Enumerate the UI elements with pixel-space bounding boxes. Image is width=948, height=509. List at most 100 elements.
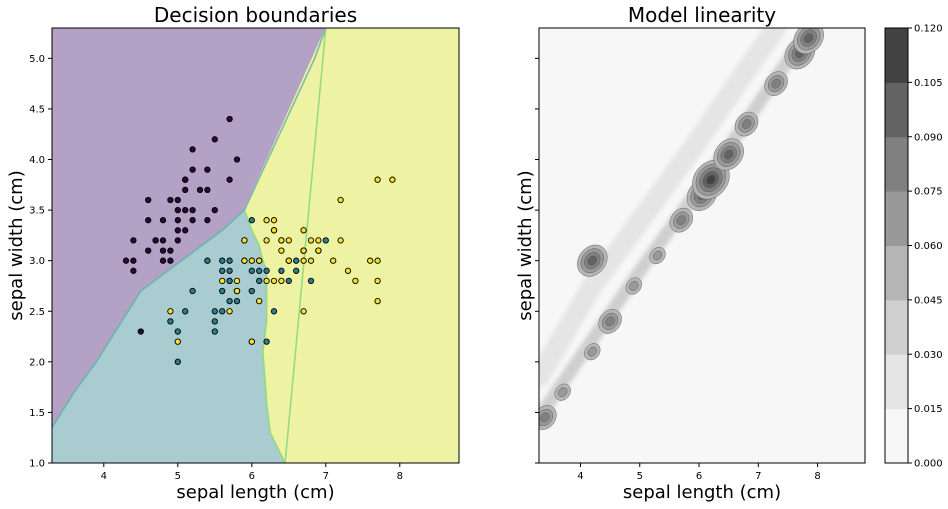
data-point-class-0 bbox=[204, 166, 211, 173]
colorbar-tick-label: 0.000 bbox=[914, 459, 943, 470]
data-point-class-1 bbox=[211, 318, 218, 325]
data-point-class-0 bbox=[182, 206, 189, 214]
contour-hotspot bbox=[741, 119, 752, 129]
y-tick-label: 2.5 bbox=[29, 307, 45, 318]
data-point-class-1 bbox=[167, 318, 174, 325]
contour-hotspot bbox=[587, 346, 597, 357]
data-point-class-0 bbox=[122, 257, 130, 264]
contour-background bbox=[539, 28, 865, 463]
data-point-class-2 bbox=[219, 277, 226, 285]
data-point-class-1 bbox=[256, 267, 263, 274]
data-point-class-2 bbox=[167, 308, 174, 315]
data-point-class-2 bbox=[278, 237, 285, 244]
x-axis-ticks-right: 4 5 6 7 8 bbox=[577, 463, 821, 482]
data-point-class-2 bbox=[270, 227, 278, 234]
colorbar-band bbox=[885, 299, 908, 355]
data-point-class-2 bbox=[285, 257, 292, 264]
data-point-class-0 bbox=[189, 146, 196, 153]
data-point-class-2 bbox=[263, 237, 270, 244]
data-point-class-2 bbox=[307, 257, 315, 264]
data-point-class-1 bbox=[256, 277, 263, 285]
data-point-class-0 bbox=[204, 217, 211, 224]
data-point-class-0 bbox=[226, 115, 233, 123]
colorbar-tick-label: 0.075 bbox=[914, 187, 943, 198]
data-point-class-2 bbox=[278, 277, 285, 285]
data-point-class-1 bbox=[219, 267, 226, 274]
scatter-points bbox=[122, 115, 396, 365]
data-point-class-1 bbox=[226, 257, 233, 264]
contour-hotspot bbox=[540, 412, 550, 423]
data-point-class-2 bbox=[233, 277, 241, 285]
data-point-class-0 bbox=[182, 186, 189, 194]
data-point-class-0 bbox=[189, 166, 196, 173]
colorbar-bands bbox=[885, 28, 908, 464]
data-point-class-2 bbox=[367, 257, 374, 264]
data-point-class-1 bbox=[293, 257, 300, 264]
contour-hotspot bbox=[629, 281, 639, 291]
colorbar-tick-label: 0.105 bbox=[914, 78, 943, 89]
data-point-class-0 bbox=[211, 136, 218, 143]
data-point-class-1 bbox=[263, 338, 270, 345]
y-tick-label: 3.5 bbox=[29, 206, 45, 217]
data-point-class-0 bbox=[152, 237, 159, 244]
data-point-class-0 bbox=[130, 257, 137, 264]
data-point-class-2 bbox=[374, 297, 381, 305]
y-tick-label: 1.5 bbox=[29, 408, 45, 419]
y-tick-label: 4.5 bbox=[29, 104, 45, 115]
y-tick-label: 2.0 bbox=[29, 357, 45, 368]
y-axis-ticks-left: 1.0 1.5 2.0 2.5 3.0 3.5 4.0 4.5 5.0 bbox=[29, 54, 52, 470]
data-point-class-1 bbox=[248, 267, 255, 274]
x-tick-label: 6 bbox=[696, 471, 702, 482]
decision-boundaries-panel: 4 5 6 7 8 1.0 1.5 2.0 2.5 3.0 3.5 4.0 4.5 5.0 Decisi… bbox=[6, 3, 460, 503]
data-point-class-1 bbox=[219, 308, 226, 315]
colorbar-band bbox=[885, 245, 908, 301]
contour-hotspot bbox=[605, 316, 615, 327]
data-point-class-0 bbox=[182, 176, 189, 183]
data-point-class-1 bbox=[233, 297, 241, 305]
chart-title-right: Model linearity bbox=[628, 3, 776, 27]
data-point-class-1 bbox=[182, 308, 189, 315]
x-tick-label: 8 bbox=[397, 471, 403, 482]
colorbar-ticks: 0.000 0.015 0.030 0.045 0.060 0.075 0.090 0.105… bbox=[908, 24, 943, 470]
data-point-class-0 bbox=[174, 206, 181, 214]
y-tick-label: 4.0 bbox=[29, 155, 45, 166]
x-tick-label: 5 bbox=[175, 471, 181, 482]
x-axis-ticks-left: 4 5 6 7 8 bbox=[101, 463, 403, 482]
data-point-class-0 bbox=[211, 206, 218, 214]
contour-hotspot bbox=[587, 255, 597, 266]
colorbar-tick-label: 0.120 bbox=[914, 24, 943, 35]
data-point-class-1 bbox=[174, 358, 181, 365]
data-point-class-0 bbox=[174, 237, 181, 244]
data-point-class-2 bbox=[389, 176, 396, 183]
data-point-class-1 bbox=[322, 237, 329, 244]
x-tick-label: 4 bbox=[101, 471, 107, 482]
x-tick-label: 7 bbox=[323, 471, 329, 482]
data-point-class-2 bbox=[344, 267, 352, 274]
data-point-class-2 bbox=[256, 297, 263, 305]
data-point-class-0 bbox=[130, 267, 137, 274]
data-point-class-0 bbox=[174, 227, 181, 234]
data-point-class-1 bbox=[270, 308, 278, 315]
x-tick-label: 6 bbox=[249, 471, 255, 482]
data-point-class-1 bbox=[174, 328, 181, 335]
data-point-class-2 bbox=[285, 237, 292, 244]
data-point-class-2 bbox=[256, 257, 263, 264]
data-point-class-0 bbox=[196, 186, 204, 194]
data-point-class-0 bbox=[204, 186, 211, 194]
decision-boundary-line bbox=[243, 28, 327, 463]
data-point-class-0 bbox=[145, 217, 152, 224]
data-point-class-2 bbox=[374, 257, 381, 264]
data-point-class-2 bbox=[337, 196, 344, 204]
data-point-class-0 bbox=[167, 247, 174, 254]
colorbar-tick-label: 0.030 bbox=[914, 350, 943, 361]
x-tick-label: 7 bbox=[755, 471, 761, 482]
data-point-class-2 bbox=[263, 217, 270, 224]
colorbar-band bbox=[885, 354, 908, 410]
data-point-class-2 bbox=[270, 277, 278, 285]
data-point-class-2 bbox=[330, 257, 337, 264]
data-point-class-0 bbox=[226, 176, 233, 183]
data-point-class-2 bbox=[300, 247, 307, 254]
y-tick-label: 5.0 bbox=[29, 54, 45, 65]
